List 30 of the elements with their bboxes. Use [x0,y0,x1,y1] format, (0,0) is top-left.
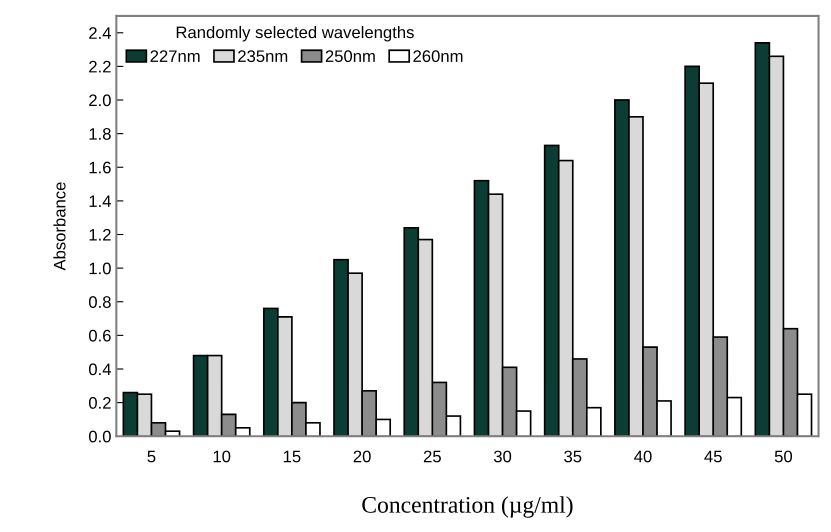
x-axis-title: Concentration (µg/ml) [362,496,573,518]
x-tick-label: 20 [354,450,371,462]
x-tick-label: 25 [424,450,441,462]
x-tick-label: 50 [774,450,792,462]
y-tick-label: 2.2 [89,60,111,72]
y-tick-label: 0.0 [88,430,111,442]
x-tick-label: 15 [284,450,300,462]
legend-label: 260nm [413,50,462,62]
legend-title: Randomly selected wavelengths [176,26,414,42]
x-tick-label: 5 [147,450,156,462]
x-tick-label: 45 [704,450,722,462]
legend-label: 250nm [326,50,375,62]
legend-label: 227nm [150,50,200,62]
y-tick-label: 1.0 [90,262,111,274]
y-tick-label: 1.2 [90,228,111,241]
x-tick-label: 40 [634,450,652,462]
y-tick-label: 0.4 [88,363,111,376]
y-tick-label: 1.6 [90,162,111,174]
y-tick-label: 1.8 [90,128,111,140]
legend-label: 235nm [238,50,288,62]
y-tick-label: 2.4 [89,27,111,39]
y-tick-label: 2.0 [89,94,111,106]
y-axis-title: Absorbance [53,182,66,271]
x-tick-label: 35 [564,450,582,462]
y-tick-label: 0.2 [88,397,111,409]
x-tick-label: 30 [494,450,512,462]
y-tick-label: 1.4 [90,195,111,207]
y-tick-label: 0.6 [88,330,111,342]
y-tick-label: 0.8 [88,296,111,308]
x-tick-label: 10 [214,450,230,462]
